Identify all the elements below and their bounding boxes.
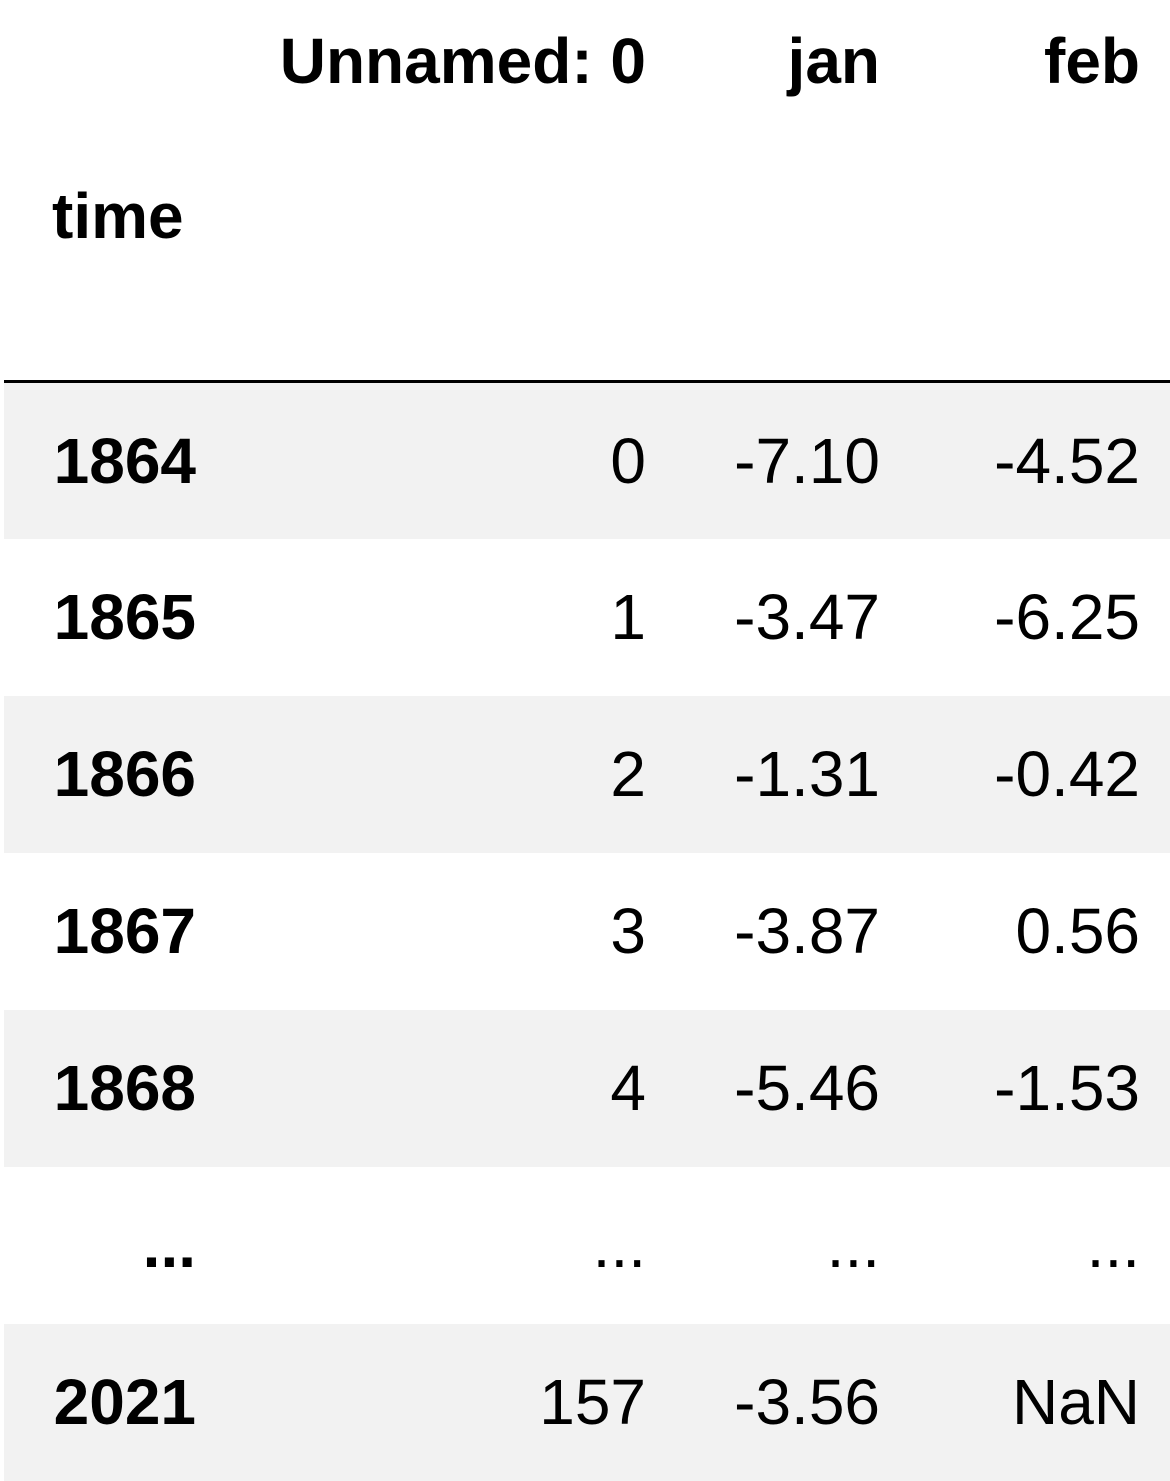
- row-index: 2021: [53, 1366, 196, 1438]
- cell-feb: ...: [1086, 1209, 1140, 1281]
- cell-jan: -3.87: [734, 895, 880, 967]
- dataframe-output: Unnamed: 0 jan feb time 1864 0 -7.10 -4.…: [4, 25, 1170, 1481]
- cell-jan: -3.56: [734, 1366, 880, 1438]
- row-index: 1864: [53, 424, 196, 497]
- table-row: 1865 1 -3.47 -6.25: [4, 539, 1170, 696]
- cell-unnamed: 3: [610, 895, 646, 967]
- index-name-spacer: [910, 122, 1170, 383]
- cell-unnamed: 4: [610, 1052, 646, 1124]
- index-name-row: time: [4, 122, 1170, 383]
- row-index: 1867: [53, 895, 196, 967]
- cell-unnamed: 2: [610, 738, 646, 810]
- table-header: Unnamed: 0 jan feb time: [4, 0, 1170, 383]
- row-index: 1866: [53, 738, 196, 810]
- cell-feb: -6.25: [994, 581, 1140, 653]
- column-header-unnamed: Unnamed: 0: [279, 25, 646, 97]
- cell-jan: -7.10: [734, 424, 880, 497]
- table-row: 2021 157 -3.56 NaN: [4, 1323, 1170, 1481]
- cell-feb: 0.56: [1015, 895, 1140, 967]
- row-index: 1865: [53, 581, 196, 653]
- dataframe-table: Unnamed: 0 jan feb time 1864 0 -7.10 -4.…: [4, 0, 1170, 1481]
- table-row: 1866 2 -1.31 -0.42: [4, 695, 1170, 853]
- cell-feb: -1.53: [994, 1052, 1140, 1124]
- cell-feb: -4.52: [994, 424, 1140, 497]
- index-name-label: time: [4, 122, 196, 383]
- cell-feb: -0.42: [994, 738, 1140, 810]
- index-name-spacer: [196, 122, 676, 383]
- cell-unnamed: 157: [539, 1366, 646, 1438]
- cell-unnamed: 1: [610, 581, 646, 653]
- table-row: 1864 0 -7.10 -4.52: [4, 381, 1170, 539]
- cell-jan: ...: [826, 1209, 880, 1281]
- cell-jan: -5.46: [734, 1052, 880, 1124]
- column-header-feb: feb: [1044, 25, 1140, 97]
- cell-jan: -3.47: [734, 581, 880, 653]
- column-header-row: Unnamed: 0 jan feb: [4, 0, 1170, 122]
- cell-unnamed: ...: [592, 1209, 646, 1281]
- table-row-ellipsis: ... ... ... ...: [4, 1167, 1170, 1324]
- row-index: ...: [142, 1209, 196, 1281]
- row-index: 1868: [53, 1052, 196, 1124]
- index-name-spacer: [676, 122, 910, 383]
- cell-feb: NaN: [1011, 1366, 1140, 1438]
- cell-unnamed: 0: [610, 424, 646, 497]
- header-corner: [4, 0, 196, 122]
- table-row: 1868 4 -5.46 -1.53: [4, 1009, 1170, 1167]
- cell-jan: -1.31: [734, 738, 880, 810]
- table-row: 1867 3 -3.87 0.56: [4, 853, 1170, 1010]
- table-body: 1864 0 -7.10 -4.52 1865 1 -3.47 -6.25 18…: [4, 381, 1170, 1481]
- column-header-jan: jan: [787, 25, 880, 97]
